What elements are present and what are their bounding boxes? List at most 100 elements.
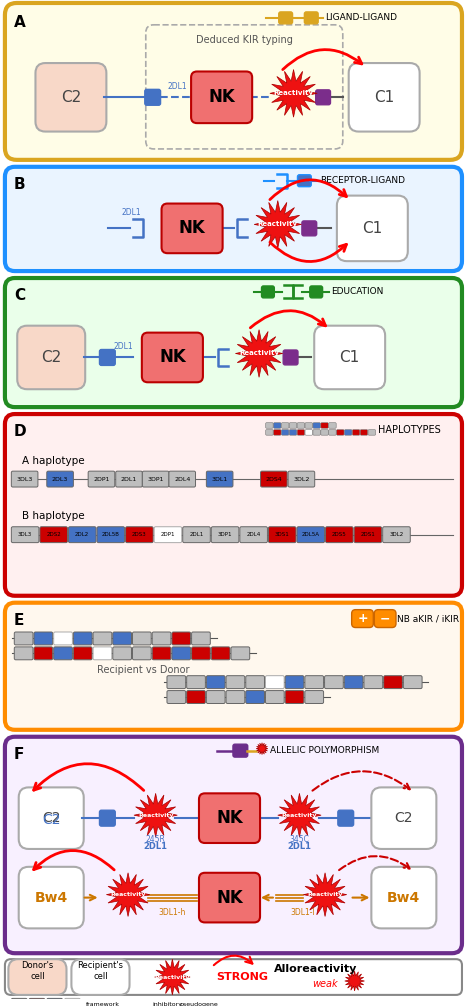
FancyBboxPatch shape — [14, 632, 33, 645]
FancyBboxPatch shape — [5, 736, 462, 954]
FancyBboxPatch shape — [352, 610, 374, 628]
Text: NK: NK — [216, 888, 243, 906]
FancyBboxPatch shape — [17, 326, 85, 389]
Text: B: B — [14, 177, 26, 192]
FancyBboxPatch shape — [273, 430, 281, 436]
Text: 3DL1-h: 3DL1-h — [159, 908, 186, 917]
FancyBboxPatch shape — [328, 430, 336, 436]
FancyBboxPatch shape — [298, 175, 311, 187]
FancyBboxPatch shape — [285, 676, 304, 688]
FancyBboxPatch shape — [199, 794, 260, 843]
FancyBboxPatch shape — [191, 647, 210, 660]
FancyBboxPatch shape — [240, 527, 267, 542]
FancyArrowPatch shape — [250, 311, 326, 328]
FancyBboxPatch shape — [5, 167, 462, 271]
Polygon shape — [303, 873, 346, 916]
FancyBboxPatch shape — [302, 221, 317, 235]
FancyBboxPatch shape — [352, 430, 360, 436]
Text: STRONG: STRONG — [217, 972, 269, 982]
FancyBboxPatch shape — [305, 676, 324, 688]
Text: +: + — [357, 612, 368, 625]
Text: EDUCATION: EDUCATION — [331, 288, 383, 297]
FancyBboxPatch shape — [97, 527, 125, 542]
FancyBboxPatch shape — [133, 632, 151, 645]
FancyBboxPatch shape — [283, 350, 298, 365]
FancyBboxPatch shape — [142, 471, 169, 487]
FancyBboxPatch shape — [47, 471, 73, 487]
FancyBboxPatch shape — [313, 423, 320, 429]
Text: Deduced KIR typing: Deduced KIR typing — [196, 35, 293, 44]
FancyBboxPatch shape — [152, 647, 171, 660]
FancyBboxPatch shape — [88, 999, 117, 1006]
FancyBboxPatch shape — [187, 690, 205, 703]
FancyBboxPatch shape — [371, 867, 437, 929]
Polygon shape — [256, 742, 268, 754]
FancyBboxPatch shape — [261, 471, 287, 487]
Text: C1: C1 — [374, 90, 394, 105]
Text: Alloreactivity: Alloreactivity — [273, 964, 357, 974]
FancyBboxPatch shape — [383, 527, 410, 542]
FancyBboxPatch shape — [40, 527, 67, 542]
FancyBboxPatch shape — [29, 998, 45, 1006]
Text: D: D — [14, 424, 27, 439]
FancyBboxPatch shape — [211, 527, 239, 542]
FancyBboxPatch shape — [262, 286, 274, 298]
FancyBboxPatch shape — [18, 867, 84, 929]
FancyBboxPatch shape — [167, 690, 186, 703]
Text: 2DL1: 2DL1 — [167, 82, 187, 92]
Text: 245R: 245R — [146, 835, 165, 844]
FancyBboxPatch shape — [54, 647, 73, 660]
FancyBboxPatch shape — [113, 632, 131, 645]
Text: 3DL3: 3DL3 — [17, 477, 33, 482]
Text: RECEPTOR-LIGAND: RECEPTOR-LIGAND — [320, 176, 405, 185]
FancyBboxPatch shape — [34, 647, 53, 660]
Text: NK: NK — [179, 219, 205, 237]
FancyBboxPatch shape — [169, 471, 196, 487]
FancyBboxPatch shape — [145, 90, 161, 106]
Text: E: E — [14, 613, 24, 628]
Text: Donor's
cell: Donor's cell — [21, 962, 54, 981]
Text: 2DL1: 2DL1 — [113, 341, 133, 350]
FancyBboxPatch shape — [310, 286, 323, 298]
FancyBboxPatch shape — [321, 423, 328, 429]
FancyBboxPatch shape — [54, 632, 73, 645]
FancyBboxPatch shape — [233, 744, 248, 758]
Text: inhibitory: inhibitory — [153, 1002, 182, 1006]
FancyBboxPatch shape — [246, 676, 264, 688]
FancyBboxPatch shape — [374, 610, 396, 628]
Text: 2DL5B: 2DL5B — [102, 532, 120, 537]
Text: 2DL1: 2DL1 — [121, 477, 137, 482]
FancyBboxPatch shape — [100, 810, 115, 826]
FancyBboxPatch shape — [338, 810, 354, 826]
Text: 2DL2: 2DL2 — [75, 532, 90, 537]
Text: Bw4: Bw4 — [387, 890, 420, 904]
Text: 2DL5A: 2DL5A — [302, 532, 320, 537]
Text: 3DL2: 3DL2 — [389, 532, 403, 537]
FancyBboxPatch shape — [305, 423, 312, 429]
Text: C2: C2 — [42, 811, 61, 825]
Text: Reactivity: Reactivity — [258, 221, 298, 227]
FancyBboxPatch shape — [282, 430, 289, 436]
FancyBboxPatch shape — [152, 632, 171, 645]
Text: NK: NK — [159, 348, 186, 366]
FancyBboxPatch shape — [285, 690, 304, 703]
Text: C2: C2 — [61, 90, 81, 105]
Text: 2DL1: 2DL1 — [190, 532, 204, 537]
FancyArrowPatch shape — [34, 850, 114, 870]
FancyBboxPatch shape — [344, 676, 363, 688]
FancyBboxPatch shape — [72, 959, 129, 995]
Text: 2DS1: 2DS1 — [361, 532, 375, 537]
FancyBboxPatch shape — [305, 430, 312, 436]
FancyBboxPatch shape — [383, 676, 402, 688]
Text: Reactivity: Reactivity — [239, 350, 279, 356]
FancyArrowPatch shape — [270, 180, 346, 199]
Text: 2DS2: 2DS2 — [46, 532, 61, 537]
Text: Reactivity: Reactivity — [307, 892, 343, 897]
Polygon shape — [345, 971, 365, 991]
FancyBboxPatch shape — [93, 647, 112, 660]
FancyBboxPatch shape — [345, 430, 352, 436]
FancyBboxPatch shape — [100, 349, 115, 365]
FancyBboxPatch shape — [14, 647, 33, 660]
FancyBboxPatch shape — [316, 90, 330, 105]
Text: C1: C1 — [339, 350, 360, 365]
